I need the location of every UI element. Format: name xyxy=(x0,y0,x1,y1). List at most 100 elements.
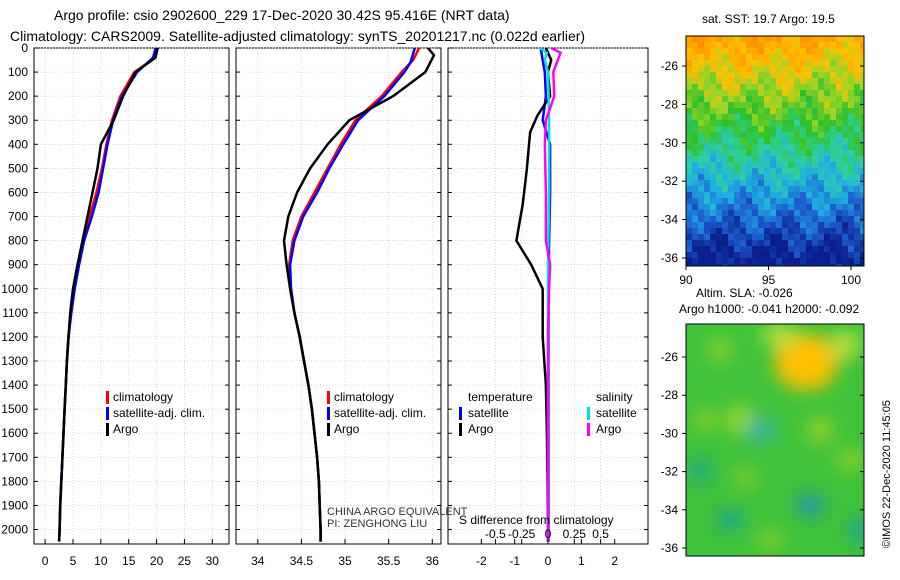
sst-map-cell xyxy=(860,168,864,175)
sst-map-cell xyxy=(734,78,741,85)
sst-map-cell xyxy=(830,96,837,103)
y-tick-label: 400 xyxy=(8,137,28,151)
sst-map-cell xyxy=(734,186,741,193)
map-lat-tick-label: -34 xyxy=(661,503,679,517)
legend-label-climatology: climatology xyxy=(113,390,173,404)
sst-map-cell xyxy=(752,54,759,61)
sst-map-cell xyxy=(860,222,864,229)
sst-map-cell xyxy=(752,126,759,133)
sst-map-cell xyxy=(758,42,765,49)
y-tick-label: 1700 xyxy=(1,450,28,464)
sst-map-cell xyxy=(734,96,741,103)
sst-map-cell xyxy=(830,36,837,43)
sst-map-cell xyxy=(746,96,753,103)
x-tick-label: 20 xyxy=(150,554,164,568)
sst-map-cell xyxy=(806,102,813,109)
sst-map-cell xyxy=(794,114,801,121)
sla-blob xyxy=(735,470,755,486)
sst-map-cell xyxy=(716,174,723,181)
sst-map-cell xyxy=(788,84,795,91)
sst-map-cell xyxy=(692,228,699,235)
sst-map-cell xyxy=(824,234,831,241)
sst-map-cell xyxy=(776,48,783,55)
legend-label-argo: Argo xyxy=(334,422,360,436)
sst-map-cell xyxy=(752,132,759,139)
sst-map-cell xyxy=(824,42,831,49)
sst-map-cell xyxy=(818,246,825,253)
sst-map-cell xyxy=(836,54,843,61)
sst-map-cell xyxy=(704,48,711,55)
y-tick-label: 2000 xyxy=(1,523,28,537)
sst-map-cell xyxy=(770,126,777,133)
sst-map-cell xyxy=(806,138,813,145)
sst-map-cell xyxy=(788,42,795,49)
sst-map-cell xyxy=(758,48,765,55)
sst-map-cell xyxy=(800,120,807,127)
annotation-china-argo: CHINA ARGO EQUIVALENT xyxy=(327,506,468,518)
difference-inner-tick-label: -0.25 xyxy=(508,527,536,541)
sst-map-cell xyxy=(836,132,843,139)
sst-map-cell xyxy=(842,60,849,67)
sst-map-cell xyxy=(764,168,771,175)
sst-map-cell xyxy=(710,120,717,127)
sst-map-cell xyxy=(854,84,861,91)
sst-map-cell xyxy=(752,144,759,151)
sst-map-cell xyxy=(692,246,699,253)
sst-map-cell xyxy=(686,246,693,253)
legend-salinity-panel: climatology satellite-adj. clim. Argo xyxy=(327,390,426,436)
difference-inner-tick-label: 0 xyxy=(545,527,552,541)
sst-map-cell xyxy=(830,60,837,67)
sst-map-cell xyxy=(794,78,801,85)
sst-map-cell xyxy=(698,204,705,211)
sst-map-cell xyxy=(692,60,699,67)
sst-map-cell xyxy=(704,252,711,259)
y-tick-label: 1400 xyxy=(1,378,28,392)
sst-map-cell xyxy=(698,78,705,85)
sst-map-cell xyxy=(842,66,849,73)
sst-map-cell xyxy=(764,96,771,103)
sst-map-cell xyxy=(848,102,855,109)
sst-map-cell xyxy=(698,36,705,43)
map-lat-tick-label: -26 xyxy=(661,350,679,364)
sst-map-cell xyxy=(848,66,855,73)
sst-map-cell xyxy=(776,108,783,115)
sst-map-cell xyxy=(824,246,831,253)
sst-map-cell xyxy=(776,102,783,109)
sst-map-cell xyxy=(710,210,717,217)
legend-swatch-temp-satellite xyxy=(459,407,462,420)
legend-swatch-argo xyxy=(106,423,109,436)
sst-map-cell xyxy=(722,36,729,43)
sst-map-cell xyxy=(794,120,801,127)
sst-map-cell xyxy=(818,48,825,55)
sst-map-cell xyxy=(854,186,861,193)
sst-map-cell xyxy=(824,120,831,127)
sst-map-cell xyxy=(716,240,723,247)
sst-map-cell xyxy=(824,168,831,175)
sst-map-cell xyxy=(752,84,759,91)
sst-map-cell xyxy=(770,114,777,121)
sst-map-cell xyxy=(764,216,771,223)
sst-map-cell xyxy=(692,78,699,85)
sst-map-cell xyxy=(794,192,801,199)
sst-map-cell xyxy=(842,36,849,43)
sst-map-cell xyxy=(800,240,807,247)
sst-map-cell xyxy=(806,228,813,235)
sst-map-cell xyxy=(812,126,819,133)
sst-map-cell xyxy=(800,78,807,85)
sst-map-cell xyxy=(830,72,837,79)
sst-map-cell xyxy=(860,132,864,139)
sst-map-cell xyxy=(836,114,843,121)
sst-map-cell xyxy=(776,174,783,181)
sst-map-cell xyxy=(836,186,843,193)
sst-map-cell xyxy=(692,114,699,121)
sst-map-cell xyxy=(830,258,837,265)
panel-series-group xyxy=(282,48,436,542)
sst-map-cell xyxy=(758,258,765,265)
sst-map-cell xyxy=(764,90,771,97)
sst-map-cell xyxy=(842,42,849,49)
sst-map-cell xyxy=(746,54,753,61)
sst-map-cell xyxy=(830,66,837,73)
sst-map-cell xyxy=(788,60,795,67)
sst-map-cell xyxy=(806,150,813,157)
sst-map xyxy=(686,36,864,266)
